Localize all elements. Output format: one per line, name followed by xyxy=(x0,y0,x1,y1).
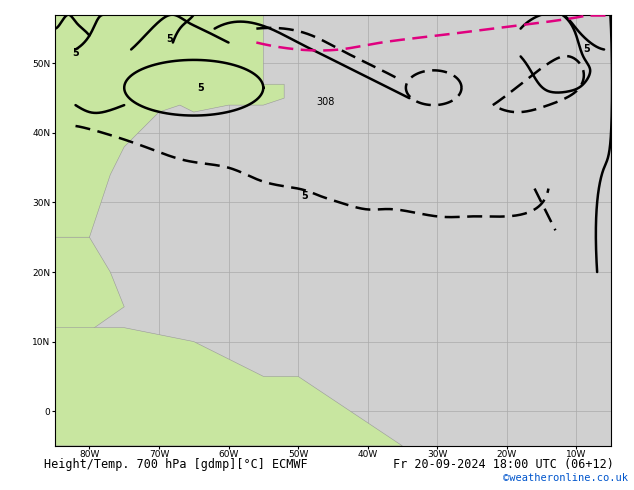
Text: 5: 5 xyxy=(302,191,308,200)
Text: ©weatheronline.co.uk: ©weatheronline.co.uk xyxy=(503,473,628,483)
Text: 308: 308 xyxy=(317,97,335,107)
Text: Height/Temp. 700 hPa [gdmp][°C] ECMWF: Height/Temp. 700 hPa [gdmp][°C] ECMWF xyxy=(44,458,308,471)
Polygon shape xyxy=(55,237,124,355)
Polygon shape xyxy=(55,15,284,237)
Text: Fr 20-09-2024 18:00 UTC (06+12): Fr 20-09-2024 18:00 UTC (06+12) xyxy=(393,458,614,471)
Text: 5: 5 xyxy=(197,83,204,93)
Text: 5: 5 xyxy=(583,45,590,54)
Text: 5: 5 xyxy=(166,34,173,44)
Polygon shape xyxy=(55,328,403,446)
Text: 5: 5 xyxy=(72,48,79,58)
